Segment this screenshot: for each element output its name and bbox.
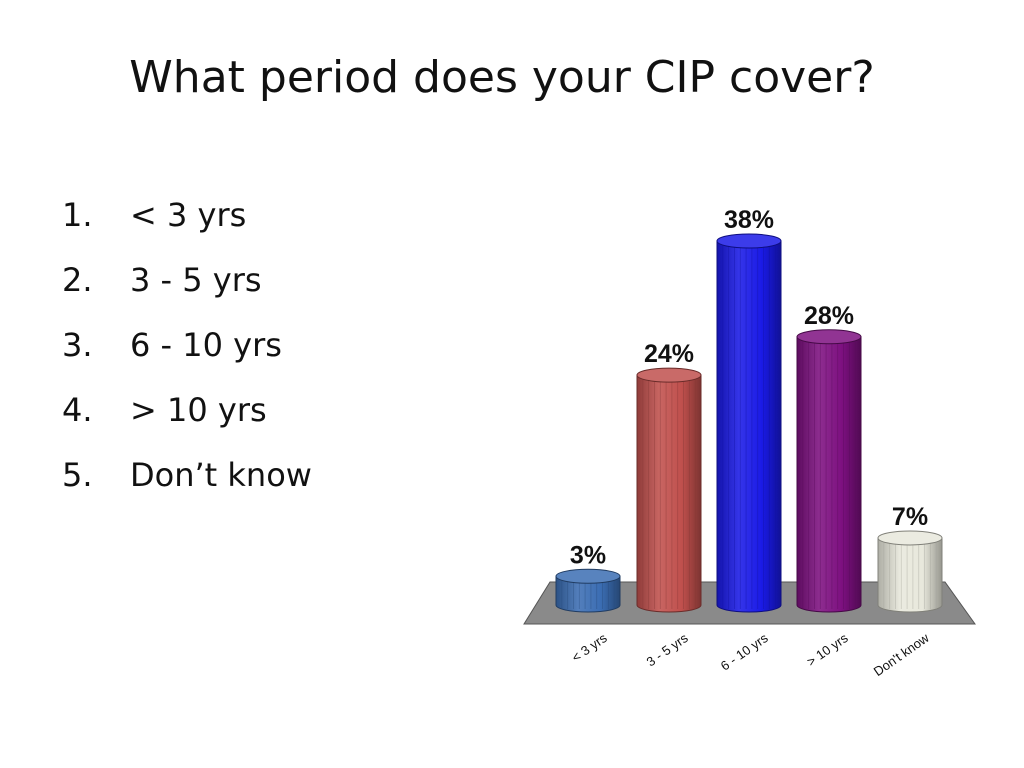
option-number: 1. (62, 196, 93, 234)
bar-top (636, 367, 702, 383)
x-tick-label: < 3 yrs (569, 630, 610, 665)
slide-title: What period does your CIP cover? (129, 52, 875, 103)
option-label: < 3 yrs (130, 196, 247, 234)
bar (636, 374, 702, 613)
data-label: 38% (724, 206, 774, 234)
option-label: Don’t know (130, 456, 312, 494)
answer-option: 5. Don’t know (62, 448, 312, 513)
option-number: 4. (62, 391, 93, 429)
option-label: 6 - 10 yrs (130, 326, 282, 364)
option-number: 3. (62, 326, 93, 364)
bar-top (796, 329, 862, 345)
answer-option: 3. 6 - 10 yrs (62, 318, 312, 383)
data-label: 24% (644, 340, 694, 368)
bar (716, 240, 782, 613)
data-label: 3% (570, 541, 606, 569)
data-label: 28% (804, 302, 854, 330)
bar-top (877, 530, 943, 546)
option-number: 5. (62, 456, 93, 494)
x-tick-label: > 10 yrs (804, 630, 851, 669)
bar (555, 575, 621, 613)
x-tick-label: 3 - 5 yrs (644, 630, 691, 670)
option-label: 3 - 5 yrs (130, 261, 262, 299)
x-tick-label: 6 - 10 yrs (718, 630, 771, 674)
answer-option: 1. < 3 yrs (62, 188, 312, 253)
data-label: 7% (892, 503, 928, 531)
bar-top (555, 568, 621, 584)
answer-option: 2. 3 - 5 yrs (62, 253, 312, 318)
bar (796, 336, 862, 613)
bar-top (716, 233, 782, 249)
option-number: 2. (62, 261, 93, 299)
x-tick-label: Don't know (871, 630, 932, 679)
answer-options-list: 1. < 3 yrs 2. 3 - 5 yrs 3. 6 - 10 yrs 4. > 1… (62, 188, 312, 513)
bar-chart: 3% < 3 yrs 24% 3 - 5 yrs 38% 6 - 10 yrs 28% > 1… (523, 206, 976, 679)
bar (877, 537, 943, 613)
option-label: > 10 yrs (130, 391, 267, 429)
answer-option: 4. > 10 yrs (62, 383, 312, 448)
